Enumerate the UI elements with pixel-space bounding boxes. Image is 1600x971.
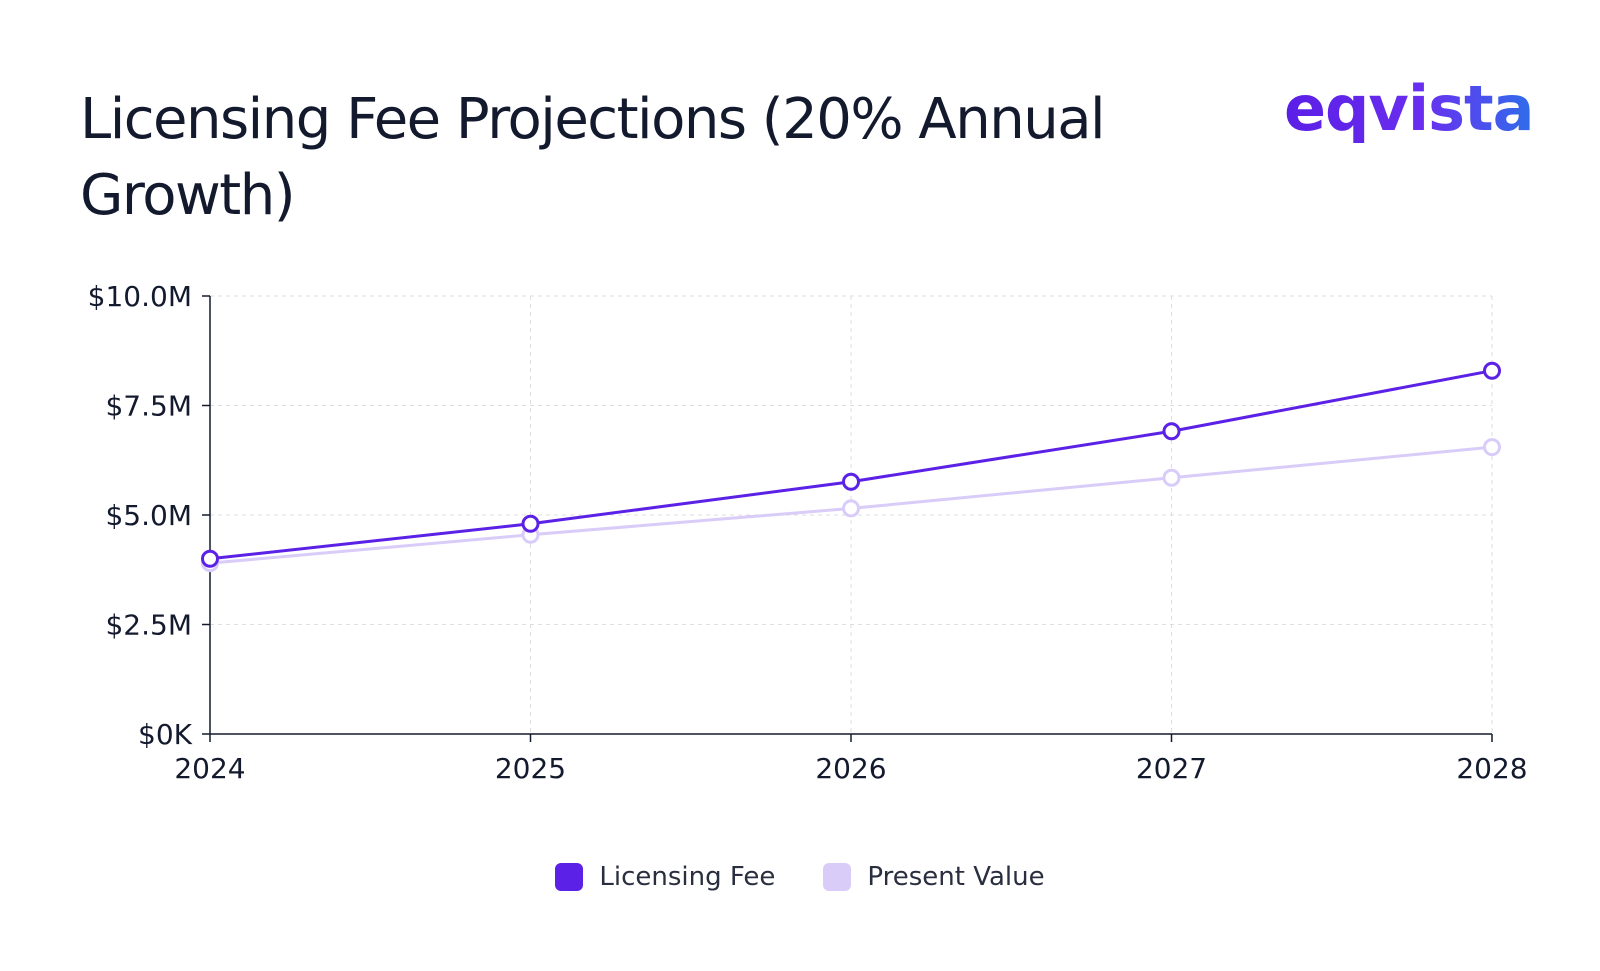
point-licensing-fee[interactable] bbox=[1162, 422, 1181, 441]
chart-title: Licensing Fee Projections (20% Annual Gr… bbox=[80, 87, 1106, 228]
legend-swatch-present-value bbox=[823, 863, 852, 891]
series-group bbox=[201, 361, 1501, 573]
legend-label-licensing-fee: Licensing Fee bbox=[599, 862, 776, 892]
y-tick-label: $0K bbox=[138, 718, 193, 751]
x-tick-label: 2027 bbox=[1136, 752, 1207, 785]
y-tick-label: $2.5M bbox=[105, 609, 192, 642]
x-tick-label: 2025 bbox=[495, 752, 566, 785]
point-present-value[interactable] bbox=[1162, 468, 1181, 487]
point-licensing-fee[interactable] bbox=[521, 514, 540, 533]
point-present-value[interactable] bbox=[1483, 438, 1501, 457]
legend-swatch-licensing-fee bbox=[555, 863, 584, 891]
legend-item-licensing-fee[interactable]: Licensing Fee bbox=[555, 862, 775, 892]
tick-labels: $0K $2.5M $5.0M $7.5M $10.0M 2024 2025 2026 2027… bbox=[88, 280, 1528, 785]
point-licensing-fee[interactable] bbox=[842, 472, 860, 491]
y-tick-label: $7.5M bbox=[105, 390, 192, 423]
legend-label-present-value: Present Value bbox=[867, 862, 1045, 892]
x-tick-label: 2028 bbox=[1456, 752, 1527, 785]
axes bbox=[202, 295, 1493, 742]
legend: Licensing Fee Present Value bbox=[0, 862, 1600, 892]
y-tick-label: $10.0M bbox=[88, 280, 192, 313]
legend-item-present-value[interactable]: Present Value bbox=[823, 862, 1045, 892]
point-present-value[interactable] bbox=[842, 499, 860, 518]
x-tick-label: 2024 bbox=[174, 752, 245, 785]
point-licensing-fee[interactable] bbox=[201, 549, 219, 568]
eqvista-logo: eqvista bbox=[1284, 72, 1534, 145]
x-tick-label: 2026 bbox=[815, 752, 886, 785]
y-tick-label: $5.0M bbox=[105, 499, 192, 532]
point-licensing-fee[interactable] bbox=[1483, 361, 1501, 380]
